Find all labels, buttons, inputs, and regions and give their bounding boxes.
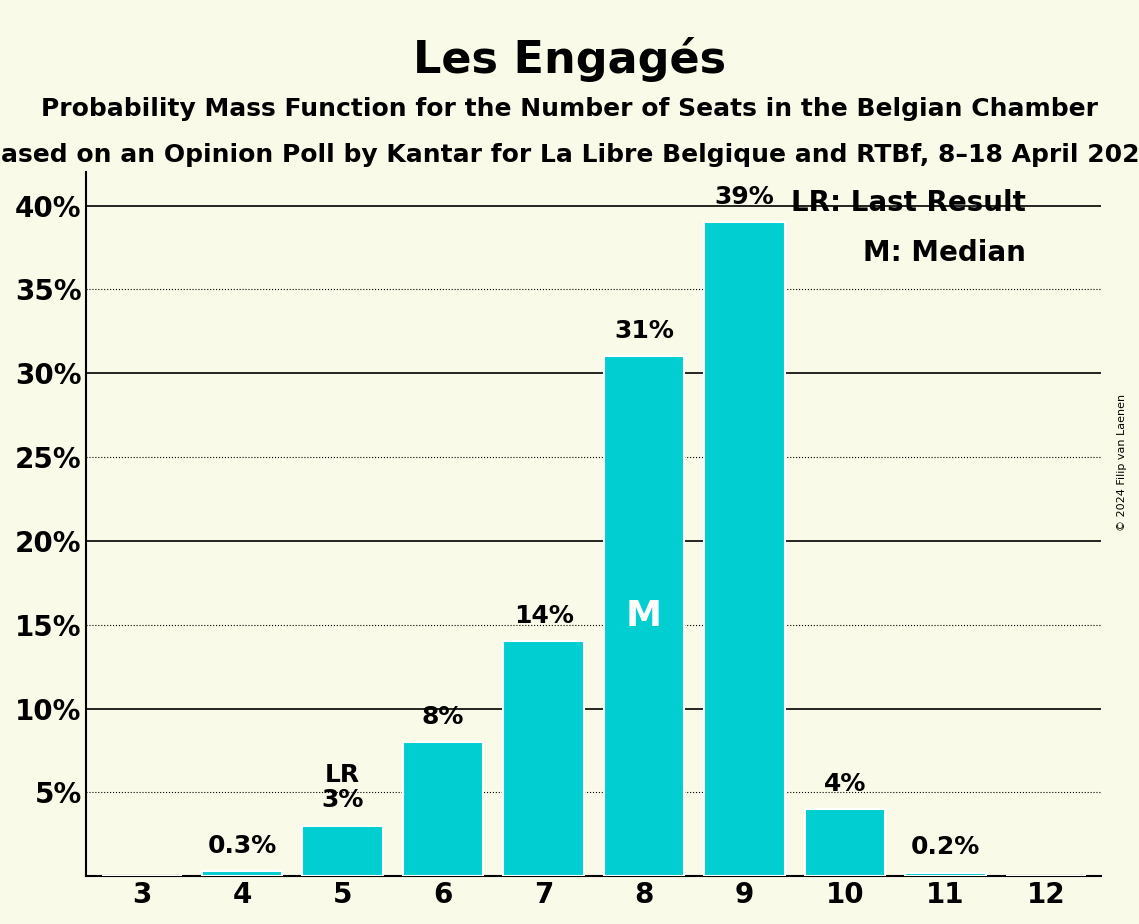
Text: 3%: 3% [321, 788, 363, 812]
Text: Les Engagés: Les Engagés [413, 37, 726, 82]
Text: 39%: 39% [714, 185, 775, 209]
Text: M: M [626, 600, 662, 633]
Bar [503, 641, 584, 876]
Text: M: Median: M: Median [863, 239, 1026, 267]
Text: LR: Last Result: LR: Last Result [790, 188, 1026, 217]
Text: 14%: 14% [514, 604, 574, 628]
Text: Probability Mass Function for the Number of Seats in the Belgian Chamber: Probability Mass Function for the Number… [41, 97, 1098, 121]
Bar [403, 742, 483, 876]
Text: 31%: 31% [614, 319, 674, 343]
Text: LR: LR [325, 763, 360, 787]
Bar [202, 871, 282, 876]
Bar [805, 809, 885, 876]
Bar [906, 873, 985, 876]
Text: Based on an Opinion Poll by Kantar for La Libre Belgique and RTBf, 8–18 April 20: Based on an Opinion Poll by Kantar for L… [0, 143, 1139, 167]
Text: © 2024 Filip van Laenen: © 2024 Filip van Laenen [1117, 394, 1126, 530]
Text: 0.3%: 0.3% [207, 833, 277, 857]
Text: 4%: 4% [823, 772, 867, 796]
Bar [604, 357, 685, 876]
Text: 8%: 8% [421, 705, 465, 729]
Text: 0.2%: 0.2% [911, 835, 981, 859]
Bar [704, 223, 785, 876]
Bar [303, 826, 383, 876]
